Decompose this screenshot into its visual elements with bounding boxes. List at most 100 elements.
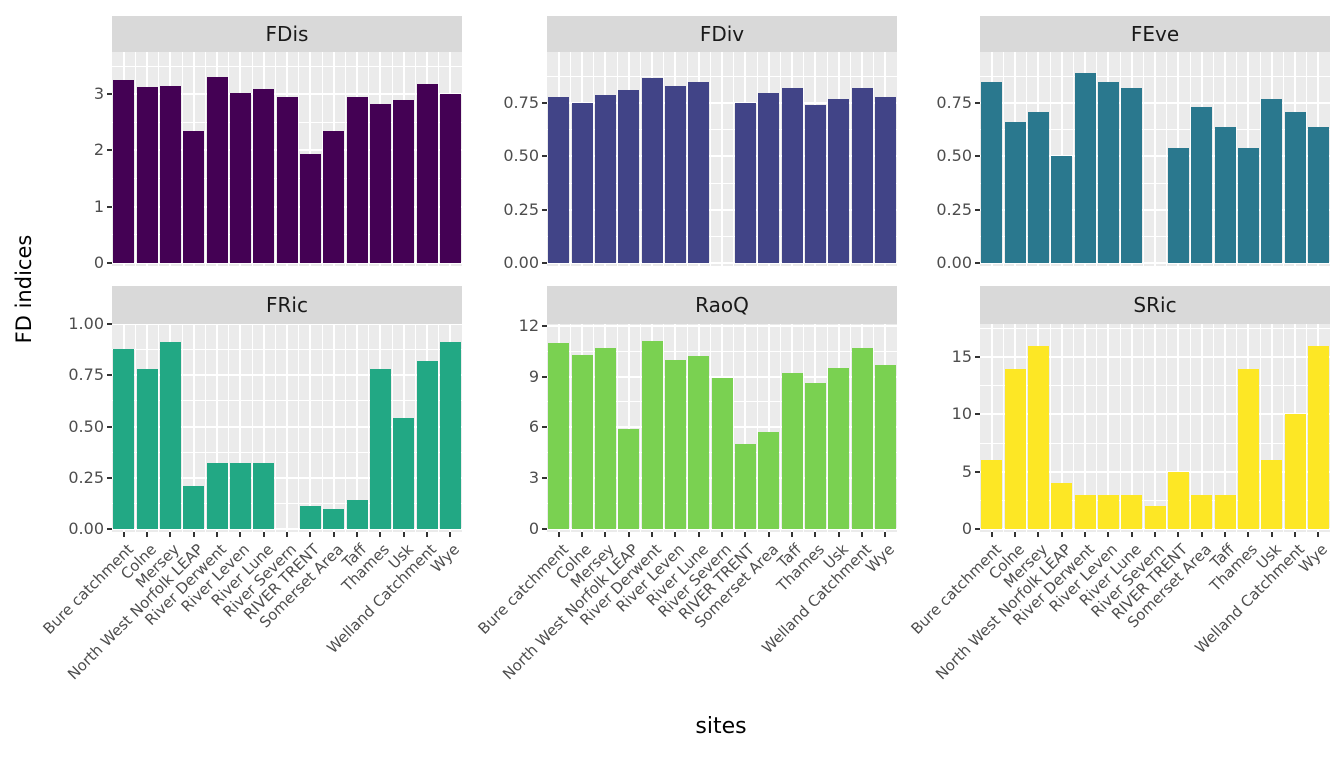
y-tick-label: 0 [93,253,104,272]
facet-panel-fric [112,324,462,532]
y-tick-label: 0 [961,519,972,538]
x-tick [1317,532,1320,537]
bar-fdiv-river-leven [664,86,686,263]
bar-raoq-river-lune [688,356,710,529]
gridline-minor-v [1236,324,1238,532]
bar-raoq-usk [828,368,850,529]
x-tick [192,532,195,537]
bar-fric-welland-catchment [416,360,438,529]
gridline-minor-v [344,52,346,266]
gridline-minor-v [321,324,323,532]
facet-strip-sric: SRic [980,286,1330,324]
gridline-minor-v [1026,52,1028,266]
y-tick-label: 0.25 [936,199,972,219]
x-tick [1014,532,1016,537]
bar-fric-river-derwent [206,463,228,529]
x-tick [1154,532,1156,537]
y-tick [975,470,980,473]
gridline-minor-v [1002,324,1004,532]
x-tick [581,532,583,537]
bar-feve-river-derwent [1074,73,1096,263]
bar-feve-river-lune [1121,88,1143,263]
y-tick [542,208,547,211]
facet-title-fdis: FDis [265,22,309,46]
x-tick [169,532,172,537]
bar-fdis-welland-catchment [416,83,438,263]
y-tick-label: 12 [518,315,539,335]
facet-title-sric: SRic [1133,293,1177,317]
y-tick-label: 0.00 [68,519,104,538]
bar-fdis-thames [369,103,391,263]
bar-fric-colne [136,369,158,529]
gridline-minor-v [663,52,665,266]
gridline-minor-v [1142,52,1144,266]
gridline-minor-v [756,52,758,266]
y-tick [542,477,547,480]
bar-raoq-wye [874,364,896,529]
gridline-minor-v [438,324,440,532]
gridline-minor-v [134,52,136,266]
bar-fdiv-north-west-norfolk-leap [618,90,640,263]
y-tick-label: 6 [528,417,539,437]
x-tick [1200,532,1203,537]
gridline-minor-v [849,324,851,532]
x-tick [1247,532,1250,537]
x-tick [449,532,452,537]
gridline-minor-v [709,52,711,266]
bar-fdiv-somerset-area [758,92,780,263]
bar-fdis-north-west-norfolk-leap [183,130,205,263]
facet-strip-fdiv: FDiv [547,16,897,52]
x-tick [1060,532,1063,537]
gridline-major-v [744,324,747,532]
bar-feve-thames [1237,147,1259,263]
y-tick [542,155,547,158]
x-tick [426,532,428,537]
y-tick [975,262,980,264]
bar-raoq-north-west-norfolk-leap [618,429,640,529]
gridline-major-v [627,324,630,532]
x-tick [861,532,863,537]
gridline-major-v [1154,324,1156,532]
y-tick-label: 2 [93,140,104,160]
y-tick-label: 0.00 [936,253,972,272]
gridline-major-v [1084,324,1086,532]
x-tick [379,532,382,537]
bar-fric-wye [439,342,461,529]
gridline-major-v [1200,324,1203,532]
x-tick [262,532,265,537]
bar-fdis-taff [346,97,368,263]
bar-fric-river-trent [299,506,321,529]
gridline-major-v [1224,324,1226,532]
bar-fdiv-welland-catchment [851,88,873,263]
gridline-minor-v [1072,324,1074,532]
gridline-major-v [192,324,195,532]
y-tick [975,102,980,105]
facet-strip-fdis: FDis [112,16,462,52]
x-tick [402,532,405,537]
bar-sric-colne [1004,368,1026,529]
bar-fdiv-usk [828,98,850,263]
y-tick-label: 0.50 [936,146,972,166]
gridline-major-v [262,324,265,532]
bar-fdiv-thames [804,105,826,263]
bar-fdis-river-leven [229,93,251,263]
bar-fdis-colne [136,87,158,263]
y-tick-label: 0.75 [68,365,104,385]
x-tick [884,532,887,537]
y-tick [107,528,112,530]
bar-fdiv-taff [781,88,803,263]
bar-raoq-mersey [594,347,616,529]
x-tick [216,532,218,537]
x-tick [744,532,747,537]
bar-fric-mersey [159,342,181,529]
y-tick-label: 0 [528,519,539,538]
bar-raoq-river-derwent [641,340,663,529]
gridline-minor-v [686,52,688,266]
gridline-minor-v [779,52,781,266]
bar-sric-taff [1214,494,1236,529]
y-tick [107,93,112,96]
gridline-minor-v [1259,324,1261,532]
bar-fric-taff [346,500,368,529]
bar-fdis-river-derwent [206,76,228,263]
gridline-minor-v [298,52,300,266]
